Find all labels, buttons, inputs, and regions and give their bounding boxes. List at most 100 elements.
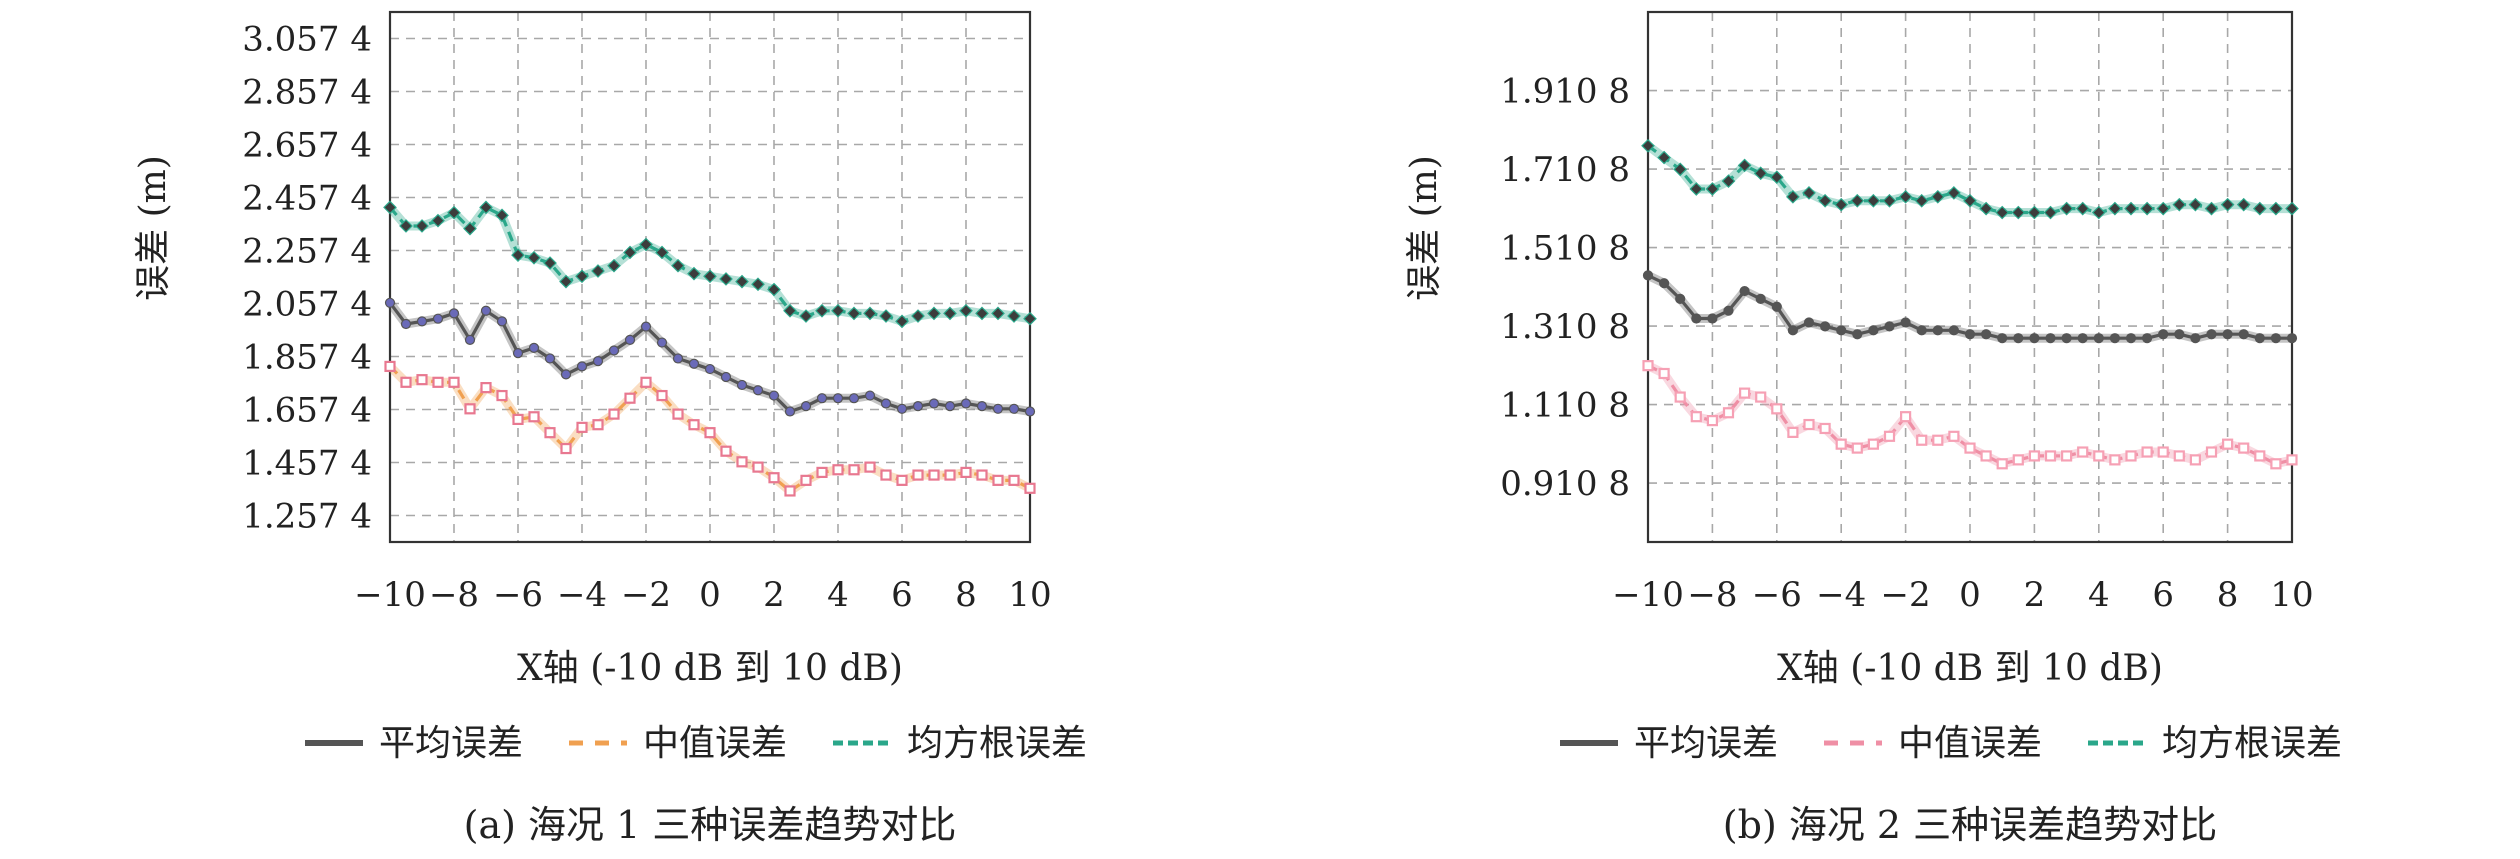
data-point (752, 385, 764, 396)
y-tick-label: 1.657 4 (242, 391, 372, 431)
data-point (1642, 360, 1654, 372)
data-point (1771, 301, 1782, 312)
data-point (2011, 205, 2026, 220)
data-point (655, 245, 669, 260)
data-point (2029, 333, 2040, 344)
data-point (1867, 438, 1880, 450)
data-point (592, 419, 604, 431)
data-point (880, 398, 892, 409)
data-point (511, 248, 525, 262)
data-point (1835, 438, 1847, 450)
data-point (2028, 450, 2041, 462)
data-point (1642, 270, 1654, 281)
data-point (1819, 422, 1831, 435)
data-point (1008, 403, 1020, 414)
data-point (848, 393, 860, 404)
x-tick-label: −8 (1687, 575, 1737, 615)
data-point (992, 474, 1004, 486)
data-point (1818, 193, 1832, 208)
y-tick-label: 1.457 4 (242, 444, 372, 484)
data-point (1658, 278, 1670, 289)
data-point (1932, 325, 1943, 336)
data-point (2173, 450, 2185, 462)
data-point (1803, 418, 1815, 431)
data-point (1995, 205, 2010, 220)
data-point (464, 334, 476, 346)
data-point (560, 442, 572, 455)
data-point (1852, 329, 1863, 340)
data-point (672, 408, 684, 420)
legend-label: 平均误差 (1634, 723, 1778, 764)
data-point (1755, 391, 1767, 403)
data-point (1658, 367, 1670, 380)
data-point (784, 485, 796, 497)
data-point (1722, 407, 1735, 419)
data-point (1755, 293, 1766, 305)
legend-label: 均方根误差 (2162, 723, 2342, 764)
data-point (432, 376, 444, 388)
data-point (400, 318, 412, 330)
data-point (960, 398, 972, 409)
data-point (1899, 411, 1912, 423)
data-point (2270, 333, 2281, 344)
data-point (2075, 201, 2090, 216)
data-point (480, 382, 492, 394)
data-point (1675, 293, 1686, 305)
data-point (1689, 182, 1704, 196)
data-point (912, 469, 924, 481)
data-point (544, 353, 556, 364)
data-point (832, 393, 844, 404)
data-point (1008, 474, 1020, 486)
data-point (1979, 201, 1993, 216)
y-tick-label: 2.457 4 (242, 179, 372, 219)
data-point (944, 401, 956, 412)
data-point (1706, 415, 1719, 427)
data-point (464, 403, 476, 415)
data-point (399, 219, 413, 233)
data-point (895, 314, 909, 329)
data-point (2044, 450, 2057, 462)
data-point (703, 269, 717, 284)
data-point (944, 469, 956, 481)
data-point (1674, 391, 1686, 403)
data-point (2172, 197, 2187, 212)
data-point (576, 361, 588, 372)
data-point (688, 358, 700, 369)
data-point (559, 274, 573, 289)
y-tick-label: 1.310 8 (1500, 307, 1630, 347)
data-point (384, 360, 396, 373)
data-point (816, 393, 828, 404)
data-point (608, 408, 620, 420)
data-point (2156, 201, 2171, 216)
data-point (768, 390, 780, 401)
chart-caption: (a) 海况 1 三种误差趋势对比 (464, 803, 957, 847)
data-point (704, 427, 716, 439)
data-point (736, 379, 748, 391)
data-point (1916, 325, 1927, 336)
data-point (1707, 313, 1718, 324)
data-point (943, 306, 957, 321)
x-tick-label: 4 (827, 575, 849, 615)
data-point (1641, 138, 1655, 153)
x-tick-label: 10 (1008, 575, 1051, 615)
data-point (496, 389, 508, 402)
data-point (2238, 329, 2249, 340)
data-point (2109, 333, 2120, 344)
data-point (864, 461, 876, 473)
data-point (384, 297, 396, 308)
data-point (1023, 311, 1037, 326)
y-tick-label: 1.910 8 (1500, 72, 1630, 112)
data-point (2220, 197, 2235, 212)
data-point (576, 421, 588, 433)
y-tick-label: 2.657 4 (242, 126, 372, 166)
data-point (1024, 482, 1036, 494)
data-point (1980, 329, 1992, 340)
data-point (640, 376, 652, 388)
data-point (2012, 454, 2024, 466)
data-point (735, 274, 749, 289)
legend-label: 均方根误差 (907, 723, 1087, 764)
chart-b: 0.910 8 1.110 8 1.310 8 1.510 8 1.710 8 1.910… (1404, 10, 2342, 847)
data-point (1834, 197, 1849, 212)
data-point (2174, 329, 2185, 340)
data-point (2254, 450, 2266, 462)
